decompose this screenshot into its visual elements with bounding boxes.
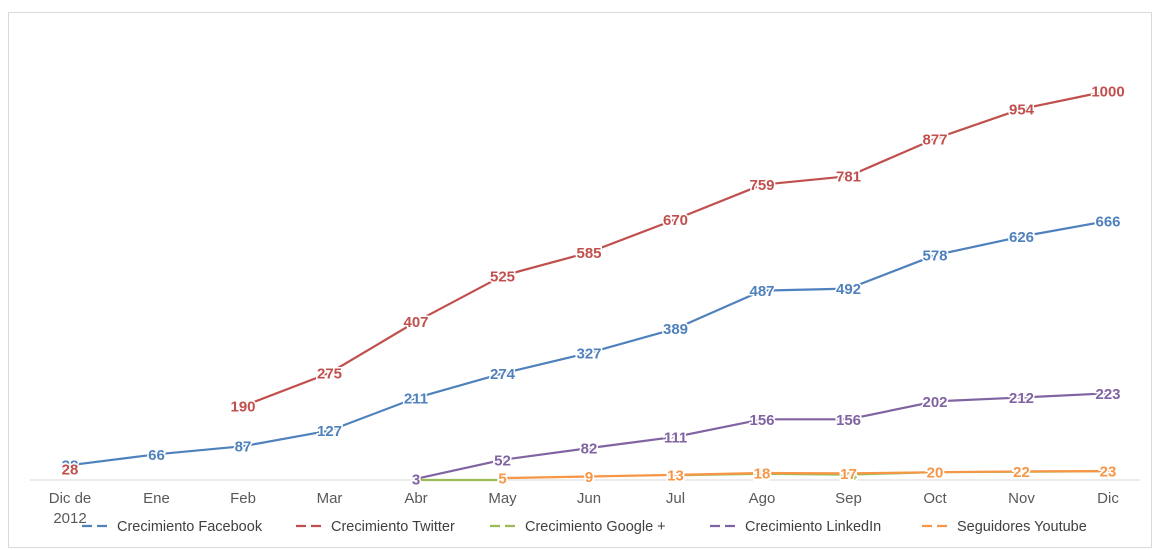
data-label-crecimiento-facebook: 127 [317,423,342,440]
data-label-crecimiento-facebook: 38 [62,458,79,475]
x-tick-label: Mar [317,490,343,507]
x-tick-label: Nov [1008,490,1035,507]
data-label-crecimiento-google: 23 [1100,464,1117,481]
data-label-crecimiento-facebook: 66 [148,447,165,464]
legend-label-crecimiento-linkedin: Crecimiento LinkedIn [745,519,881,535]
data-label-crecimiento-google: 14 [840,467,857,484]
legend: Crecimiento Facebook Crecimiento Twitter C… [82,519,1087,535]
data-label-crecimiento-twitter: 275 [317,366,342,383]
series-line-seguidores-youtube [501,470,1110,480]
x-tick-label: Ene [143,490,170,507]
data-label-crecimiento-twitter: 759 [749,177,774,194]
data-label-crecimiento-linkedin: 111 [664,429,687,446]
data-label-seguidores-youtube: 13 [667,467,684,484]
data-label-crecimiento-twitter: 407 [403,314,428,331]
x-tick-labels: Dic de 2012 Ene Feb Mar Abr May Jun Jul Ago Sep Oct… [49,490,1120,527]
x-tick-label: Dic [1097,490,1119,507]
series-line-crecimiento-facebook [68,219,1110,467]
data-label-crecimiento-linkedin: 223 [1095,386,1120,403]
data-label-crecimiento-facebook: 211 [404,390,428,407]
x-tick-label: Feb [230,490,256,507]
x-tick-label: May [488,490,517,507]
series-line-crecimiento-twitter [241,89,1110,408]
data-label-crecimiento-twitter: 28 [62,462,79,479]
legend-label-crecimiento-facebook: Crecimiento Facebook [117,519,263,535]
data-label-crecimiento-facebook: 327 [576,345,601,362]
data-labels: 12 16 14 20 21 23 5 9 13 18 17 20 2 2 23 3 52 82 111 156 156… [60,82,1126,490]
data-label-crecimiento-linkedin: 156 [836,412,861,429]
data-label-crecimiento-linkedin: 82 [581,441,598,458]
data-label-seguidores-youtube: 20 [927,465,944,482]
data-label-crecimiento-google: 12 [667,468,684,485]
data-label-crecimiento-twitter: 877 [922,131,947,148]
x-tick-label: Ago [749,490,776,507]
data-label-crecimiento-linkedin: 3 [412,471,420,488]
data-label-seguidores-youtube: 9 [585,469,593,486]
x-tick-label: Jul [666,490,685,507]
data-label-crecimiento-facebook: 487 [749,283,774,300]
data-label-crecimiento-google: 20 [927,465,944,482]
data-label-crecimiento-twitter: 670 [663,212,688,229]
series-lines [68,89,1110,482]
x-tick-label: Sep [835,490,862,507]
legend-label-crecimiento-google: Crecimiento Google + [525,519,666,535]
series-line-crecimiento-linkedin [414,392,1110,480]
x-tick-label: Abr [404,490,427,507]
legend-label-seguidores-youtube: Seguidores Youtube [957,519,1087,535]
data-label-crecimiento-google: 16 [754,466,771,483]
data-label-crecimiento-linkedin: 156 [749,412,774,429]
data-label-seguidores-youtube: 23 [1100,464,1117,481]
data-label-crecimiento-twitter: 1000 [1091,84,1124,101]
data-label-crecimiento-linkedin: 52 [494,452,511,469]
data-label-crecimiento-facebook: 492 [836,281,861,298]
data-label-crecimiento-facebook: 274 [490,366,516,383]
data-label-crecimiento-linkedin: 202 [922,394,947,411]
data-label-crecimiento-twitter: 954 [1009,101,1035,118]
data-label-crecimiento-twitter: 781 [836,169,861,186]
data-label-crecimiento-linkedin: 212 [1009,390,1034,407]
data-label-seguidores-youtube: 17 [840,466,857,483]
x-tick-label: Dic de 2012 [49,490,92,527]
data-label-crecimiento-facebook: 389 [663,321,688,338]
data-label-crecimiento-facebook: 578 [922,248,947,265]
data-label-crecimiento-twitter: 585 [576,245,601,262]
data-label-crecimiento-facebook: 626 [1009,229,1034,246]
legend-label-crecimiento-twitter: Crecimiento Twitter [331,519,455,535]
data-label-crecimiento-google: 21 [1013,464,1030,481]
x-tick-label: Oct [923,490,947,507]
data-label-seguidores-youtube: 18 [754,466,771,483]
data-label-crecimiento-facebook: 87 [235,439,252,456]
data-label-crecimiento-twitter: 525 [490,268,515,285]
data-label-seguidores-youtube: 22 [1013,464,1030,481]
data-label-seguidores-youtube: 5 [498,471,506,488]
data-label-crecimiento-twitter: 190 [230,399,255,416]
data-label-crecimiento-facebook: 666 [1095,213,1120,230]
x-tick-label: Jun [577,490,601,507]
chart-frame [8,12,1152,548]
